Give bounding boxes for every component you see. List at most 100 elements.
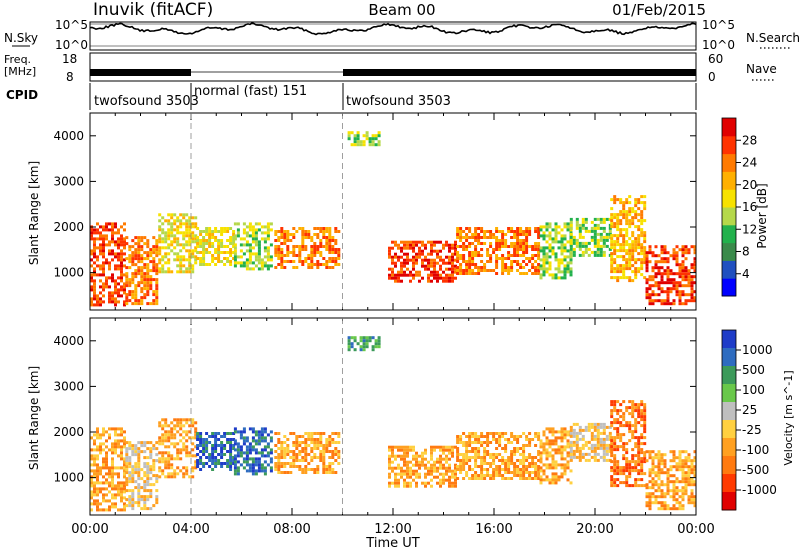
echo-cell	[185, 225, 189, 229]
echo-cell	[442, 475, 445, 479]
echo-cell	[310, 254, 314, 257]
echo-cell	[537, 453, 541, 456]
echo-cell	[433, 270, 436, 274]
echo-cell	[637, 421, 641, 425]
echo-cell	[194, 454, 198, 458]
echo-cell	[690, 471, 694, 475]
echo-cell	[298, 260, 302, 263]
echo-cell	[439, 255, 442, 259]
echo-cell	[507, 471, 511, 474]
echo-cell	[167, 457, 171, 461]
echo-cell	[409, 246, 412, 250]
echo-cell	[616, 448, 620, 452]
echo-cell	[301, 242, 305, 245]
echo-cell	[251, 457, 255, 461]
echo-cell	[551, 472, 555, 476]
echo-cell	[286, 245, 290, 248]
echo-cell	[690, 492, 694, 496]
echo-cell	[519, 242, 523, 245]
echo-cell	[433, 276, 436, 280]
echo-cell	[610, 403, 614, 407]
echo-cell	[578, 241, 582, 245]
echo-cell	[412, 454, 415, 458]
echo-cell	[516, 245, 520, 248]
echo-cell	[263, 264, 267, 268]
echo-cell	[554, 442, 558, 446]
echo-cell	[442, 451, 445, 455]
echo-cell	[137, 477, 141, 481]
echo-cell	[622, 243, 626, 247]
echo-cell	[569, 226, 573, 230]
echo-cell	[531, 248, 535, 251]
echo-cell	[462, 230, 466, 233]
echo-cell	[114, 484, 117, 488]
echo-cell	[391, 451, 394, 455]
echo-cell	[102, 270, 105, 274]
echo-cell	[542, 246, 546, 250]
echo-cell	[625, 216, 629, 220]
echo-cell	[433, 273, 436, 277]
echo-cell	[519, 462, 523, 465]
echo-cell	[274, 450, 278, 453]
echo-cell	[334, 251, 338, 254]
echo-cell	[313, 444, 317, 447]
echo-cell	[412, 273, 415, 277]
echo-cell	[616, 409, 620, 413]
echo-cell	[374, 137, 378, 141]
echo-cell	[433, 463, 436, 467]
echo-cell	[152, 465, 156, 469]
echo-region	[539, 427, 573, 485]
echo-cell	[669, 474, 673, 478]
echo-cell	[427, 276, 430, 280]
echo-cell	[143, 462, 147, 466]
echo-cell	[117, 288, 120, 292]
echo-cell	[528, 456, 532, 459]
echo-cell	[269, 466, 273, 470]
echo-cell	[295, 254, 299, 257]
echo-cell	[634, 210, 638, 214]
echo-cell	[613, 421, 617, 425]
echo-cell	[254, 448, 258, 452]
echo-cell	[182, 246, 186, 250]
echo-cell	[424, 481, 427, 485]
echo-cell	[365, 134, 369, 138]
echo-cell	[566, 225, 570, 229]
echo-cell	[525, 456, 529, 459]
echo-cell	[645, 263, 649, 267]
echo-cell	[474, 236, 478, 239]
echo-cell	[102, 457, 105, 461]
echo-cell	[651, 492, 655, 496]
echo-cell	[675, 507, 679, 511]
echo-cell	[451, 481, 454, 485]
echo-cell	[283, 456, 287, 459]
echo-cell	[188, 243, 192, 247]
echo-cell	[516, 441, 520, 444]
echo-cell	[111, 460, 114, 464]
echo-cell	[439, 258, 442, 262]
echo-cell	[229, 441, 233, 444]
echo-cell	[678, 281, 682, 285]
echo-cell	[391, 460, 394, 464]
echo-cell	[690, 498, 694, 502]
echo-cell	[99, 436, 102, 440]
echo-cell	[191, 216, 195, 220]
echo-cell	[403, 484, 406, 488]
echo-cell	[477, 438, 481, 441]
echo-cell	[572, 434, 576, 438]
echo-cell	[310, 459, 314, 462]
echo-cell	[560, 466, 564, 470]
ytick-label: 1000	[53, 266, 84, 280]
echo-cell	[310, 251, 314, 254]
echo-cell	[128, 447, 132, 451]
echo-cell	[99, 469, 102, 473]
echo-cell	[637, 240, 641, 244]
echo-cell	[628, 243, 632, 247]
echo-cell	[501, 459, 505, 462]
echo-cell	[483, 468, 487, 471]
echo-cell	[274, 465, 278, 468]
echo-cell	[108, 472, 111, 476]
echo-cell	[229, 239, 233, 242]
echo-cell	[643, 246, 647, 250]
echo-cell	[495, 272, 499, 275]
echo-cell	[188, 424, 192, 428]
